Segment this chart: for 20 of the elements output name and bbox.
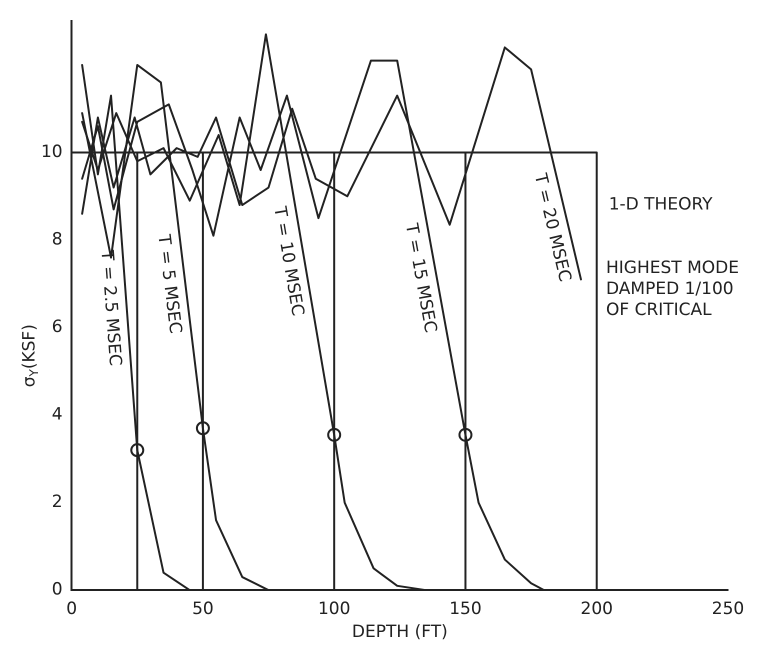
x-tick-label: 0 bbox=[66, 598, 78, 619]
series-label: 1-D THEORY bbox=[608, 194, 714, 214]
x-tick-label: 250 bbox=[712, 598, 744, 619]
y-tick-label: 4 bbox=[52, 404, 63, 425]
x-tick-label: 200 bbox=[580, 598, 613, 619]
text: T = 10 MSEC bbox=[269, 204, 308, 318]
y-tick-label: 0 bbox=[52, 580, 63, 600]
x-axis-title: DEPTH (FT) bbox=[352, 622, 448, 642]
y-tick-label: 2 bbox=[52, 492, 63, 512]
text: T = 20 MSEC bbox=[530, 170, 575, 284]
y-tick-label: 10 bbox=[40, 142, 63, 162]
x-tick-label: 100 bbox=[318, 598, 350, 619]
y-tick-label: 8 bbox=[52, 229, 63, 250]
y-tick-label: 6 bbox=[52, 317, 63, 338]
text: T = 15 MSEC bbox=[400, 220, 440, 334]
annotation: HIGHEST MODE DAMPED 1/100 OF CRITICAL bbox=[606, 258, 739, 320]
text: T = 5 MSEC bbox=[153, 232, 186, 335]
y-axis-title: σY(KSF) bbox=[19, 324, 42, 388]
x-tick-label: 50 bbox=[192, 598, 214, 619]
x-tick-label: 150 bbox=[449, 598, 482, 619]
